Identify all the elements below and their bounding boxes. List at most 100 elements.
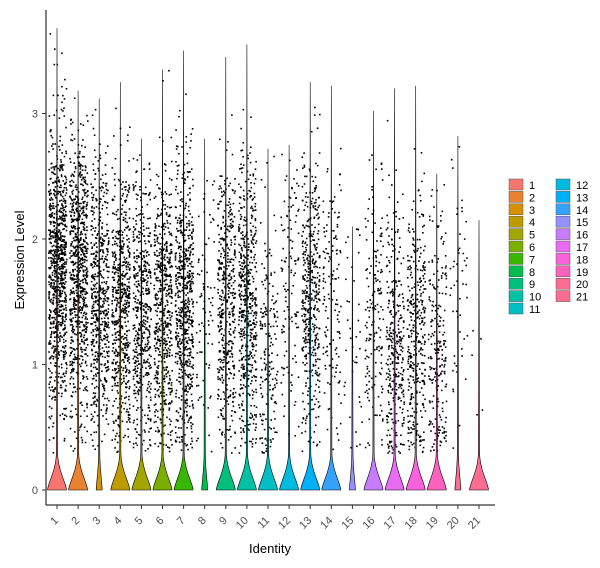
data-point: [167, 370, 170, 373]
data-point: [146, 361, 149, 363]
data-point: [53, 296, 55, 299]
data-point: [162, 249, 164, 251]
data-point: [142, 225, 145, 228]
data-point: [59, 279, 62, 282]
data-point: [86, 172, 89, 174]
data-point: [73, 226, 75, 228]
data-point: [84, 165, 87, 167]
data-point: [62, 271, 64, 273]
data-point: [62, 214, 65, 216]
data-point: [170, 315, 173, 318]
data-point: [91, 323, 94, 325]
data-point: [126, 272, 128, 274]
data-point: [69, 271, 71, 274]
data-point: [53, 207, 55, 210]
data-point: [170, 252, 173, 254]
data-point: [126, 289, 129, 292]
data-point: [53, 293, 56, 296]
data-point: [219, 315, 222, 317]
data-point: [188, 365, 190, 367]
data-point: [97, 359, 99, 361]
data-point: [78, 316, 81, 318]
data-point: [74, 218, 77, 221]
data-point: [187, 342, 189, 345]
data-point: [72, 277, 74, 280]
data-point: [220, 325, 222, 327]
data-point: [124, 365, 127, 367]
data-point: [61, 321, 63, 324]
data-point: [95, 335, 97, 338]
data-point: [124, 402, 127, 405]
data-point: [70, 230, 72, 232]
data-point: [181, 324, 184, 326]
data-point: [62, 257, 64, 260]
data-point: [78, 311, 80, 313]
data-point: [49, 251, 52, 253]
data-point: [92, 227, 95, 229]
data-point: [160, 261, 163, 264]
data-point: [73, 353, 76, 356]
data-point: [61, 235, 64, 237]
data-point: [60, 270, 63, 273]
data-point: [136, 236, 138, 239]
data-point: [219, 316, 221, 318]
data-point: [181, 219, 184, 222]
data-point: [92, 274, 94, 276]
data-point: [220, 320, 222, 322]
data-point: [100, 353, 102, 356]
data-point: [223, 352, 225, 354]
data-point: [92, 334, 94, 337]
data-point: [57, 297, 60, 300]
data-point: [99, 285, 101, 287]
data-point: [158, 382, 160, 385]
data-point: [144, 374, 147, 376]
data-point: [189, 146, 192, 149]
data-point: [61, 277, 64, 280]
data-point: [74, 447, 76, 450]
data-point: [128, 241, 131, 244]
data-point: [87, 120, 89, 122]
data-point: [93, 288, 95, 290]
data-point: [84, 200, 86, 203]
data-point: [118, 269, 120, 272]
data-point: [135, 310, 138, 312]
data-point: [125, 337, 128, 339]
data-point: [143, 168, 145, 171]
data-point: [231, 342, 234, 345]
data-point: [148, 288, 150, 291]
data-point: [162, 200, 165, 202]
data-point: [137, 433, 140, 436]
data-point: [168, 382, 170, 384]
data-point: [99, 336, 102, 339]
data-point: [118, 435, 120, 437]
data-point: [52, 230, 54, 233]
data-point: [185, 385, 187, 387]
data-point: [185, 363, 188, 366]
data-point: [149, 364, 152, 366]
data-point: [71, 133, 73, 136]
data-point: [191, 237, 193, 239]
data-point: [57, 303, 60, 306]
data-point: [69, 319, 72, 322]
data-point: [138, 334, 140, 336]
data-point: [122, 338, 125, 340]
data-point: [218, 188, 220, 190]
data-point: [222, 221, 224, 224]
data-point: [218, 241, 221, 243]
data-point: [92, 303, 95, 306]
data-point: [106, 223, 108, 226]
data-point: [136, 431, 138, 433]
data-point: [143, 256, 145, 259]
data-point: [121, 285, 124, 287]
data-point: [124, 352, 126, 355]
data-point: [191, 280, 194, 283]
data-point: [74, 358, 76, 361]
data-point: [155, 234, 158, 237]
data-point: [53, 316, 56, 319]
data-point: [124, 355, 126, 358]
data-point: [64, 297, 66, 299]
data-point: [167, 324, 169, 326]
data-point: [108, 326, 110, 329]
data-point: [157, 322, 159, 325]
data-point: [80, 236, 82, 239]
